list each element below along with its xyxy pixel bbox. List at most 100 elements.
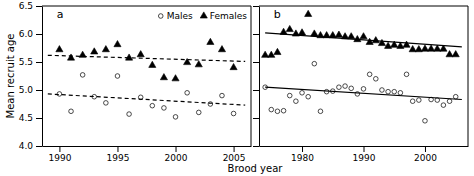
point xyxy=(306,94,311,99)
legend-label: Females xyxy=(210,11,248,21)
y-tick: 4.5 xyxy=(19,113,42,123)
y-tick xyxy=(253,146,259,147)
point xyxy=(404,72,409,77)
axis-line xyxy=(43,146,252,147)
point xyxy=(162,106,167,111)
y-axis: 4.04.55.05.56.06.5 xyxy=(19,1,43,151)
point xyxy=(91,48,98,54)
tick-mark xyxy=(234,146,235,152)
point xyxy=(195,61,202,67)
legend-symbol xyxy=(158,14,163,19)
tick-label: 2005 xyxy=(223,153,246,163)
point xyxy=(275,109,280,114)
point xyxy=(434,45,441,51)
x-tick: 2000 xyxy=(165,146,188,163)
tick-mark xyxy=(59,146,60,152)
point xyxy=(218,46,225,52)
tick-mark xyxy=(425,146,426,152)
point xyxy=(410,99,415,104)
tick-mark xyxy=(36,62,42,63)
x-tick: 1990 xyxy=(353,146,376,163)
legend-item: Females xyxy=(200,11,247,21)
tick-mark xyxy=(364,146,365,152)
point xyxy=(428,45,435,51)
legend-label: Males xyxy=(167,11,193,21)
trend-line xyxy=(265,87,462,99)
x-tick: 1995 xyxy=(107,146,130,163)
point xyxy=(312,61,317,66)
y-tick xyxy=(253,6,259,7)
x-axis-title: Brood year xyxy=(228,163,284,174)
point xyxy=(398,91,403,96)
point xyxy=(305,10,312,16)
frame xyxy=(259,6,468,7)
point xyxy=(453,94,458,99)
y-tick xyxy=(253,62,259,63)
point xyxy=(392,89,397,94)
tick-mark xyxy=(302,146,303,152)
tick-mark xyxy=(36,146,42,147)
plot-area xyxy=(262,10,462,123)
point xyxy=(208,102,213,107)
tick-label: 4.5 xyxy=(19,113,33,123)
point xyxy=(231,111,236,116)
point xyxy=(294,99,299,104)
tick-mark xyxy=(253,34,259,35)
point xyxy=(115,74,120,79)
y-axis-title: Mean recruit age xyxy=(5,34,16,119)
point xyxy=(286,25,293,31)
point xyxy=(403,41,410,47)
point xyxy=(230,63,237,69)
tick-mark xyxy=(253,6,259,7)
trend-line xyxy=(265,33,462,47)
point xyxy=(343,84,348,89)
point xyxy=(349,86,354,91)
point xyxy=(137,51,144,57)
point xyxy=(421,45,428,51)
point xyxy=(446,51,453,57)
point xyxy=(311,30,318,36)
tick-mark xyxy=(36,34,42,35)
tick-label: 1990 xyxy=(353,153,376,163)
point xyxy=(423,119,428,124)
point xyxy=(361,87,366,92)
chart: 19901995200020054.04.55.05.56.06.5aMales… xyxy=(0,0,474,176)
tick-label: 1990 xyxy=(48,153,71,163)
tick-mark xyxy=(176,146,177,152)
point xyxy=(281,108,286,113)
point xyxy=(447,99,452,104)
point xyxy=(173,115,178,120)
x-tick: 1980 xyxy=(291,146,314,163)
tick-label: 2000 xyxy=(414,153,437,163)
point xyxy=(367,72,372,77)
point xyxy=(69,109,74,114)
trend-line xyxy=(48,55,245,61)
point xyxy=(274,48,281,54)
tick-label: 6.0 xyxy=(19,29,34,39)
point xyxy=(386,89,391,94)
tick-mark xyxy=(253,146,259,147)
tick-mark xyxy=(253,90,259,91)
legend-item: Males xyxy=(158,11,193,21)
x-axis: 1990 1995 2000 2005 xyxy=(43,146,252,163)
plot-area xyxy=(48,38,245,119)
point xyxy=(373,77,378,82)
point xyxy=(378,39,385,45)
point xyxy=(337,85,342,90)
point xyxy=(207,38,214,44)
tick-mark xyxy=(36,6,42,7)
y-axis xyxy=(253,7,260,147)
axis-line xyxy=(42,7,43,147)
y-tick: 4.0 xyxy=(19,141,42,151)
x-tick: 1990 xyxy=(48,146,71,163)
tick-label: 1995 xyxy=(107,153,130,163)
tick-mark xyxy=(36,90,42,91)
frame xyxy=(468,6,469,146)
point xyxy=(160,74,167,80)
tick-mark xyxy=(253,62,259,63)
tick-label: 4.0 xyxy=(19,141,34,151)
y-tick xyxy=(253,90,259,91)
point xyxy=(67,54,74,60)
y-tick xyxy=(253,118,259,119)
legend: Males Females xyxy=(158,11,247,21)
